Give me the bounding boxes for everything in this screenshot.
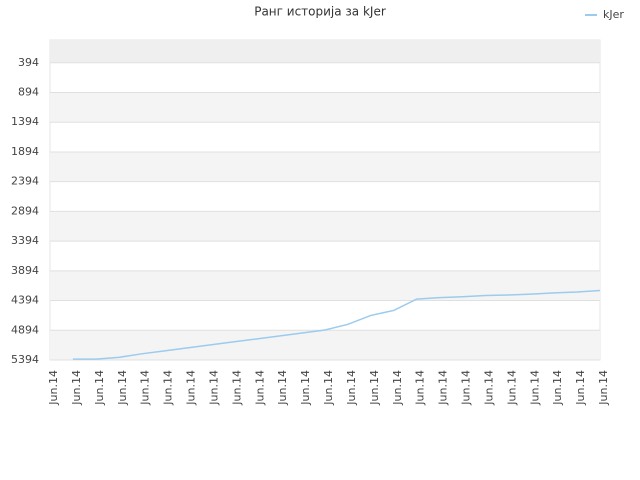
- x-tick-label: Jun.14: [162, 370, 175, 406]
- x-tick-label: Jun.14: [185, 370, 198, 406]
- x-tick-label: Jun.14: [437, 370, 450, 406]
- x-tick-label: Jun.14: [460, 370, 473, 406]
- x-tick-label: Jun.14: [139, 370, 152, 406]
- y-tick-label: 394: [18, 56, 39, 69]
- plot-background: [49, 39, 601, 361]
- x-tick-label: Jun.14: [482, 370, 495, 406]
- x-tick-label: Jun.14: [597, 370, 610, 406]
- x-tick-label: Jun.14: [551, 370, 564, 406]
- x-tick-label: Jun.14: [207, 370, 220, 406]
- x-tick-label: Jun.14: [230, 370, 243, 406]
- chart-title: Ранг историја за kJer: [254, 5, 386, 19]
- x-tick-label: Jun.14: [299, 370, 312, 406]
- grid-band: [50, 92, 600, 123]
- x-tick-label: Jun.14: [574, 370, 587, 406]
- y-tick-label: 894: [18, 85, 39, 98]
- y-tick-label: 4894: [11, 323, 39, 336]
- y-tick-label: 5394: [11, 353, 39, 366]
- grid-band: [50, 330, 600, 360]
- x-tick-label: Jun.14: [414, 370, 427, 406]
- x-tick-label: Jun.14: [93, 370, 106, 406]
- x-tick-label: Jun.14: [253, 370, 266, 406]
- grid-band: [50, 270, 600, 301]
- x-tick-label: Jun.14: [368, 370, 381, 406]
- x-tick-label: Jun.14: [528, 370, 541, 406]
- y-tick-label: 3394: [11, 234, 39, 247]
- x-tick-label: Jun.14: [345, 370, 358, 406]
- x-tick-label: Jun.14: [322, 370, 335, 406]
- y-tick-label: 1394: [11, 115, 39, 128]
- x-tick-label: Jun.14: [47, 370, 60, 406]
- x-tick-label: Jun.14: [391, 370, 404, 406]
- y-tick-label: 2394: [11, 175, 39, 188]
- line-series: [72, 289, 601, 360]
- x-tick-label: Jun.14: [116, 370, 129, 406]
- legend-label: kJer: [603, 8, 624, 21]
- grid-band: [50, 151, 600, 182]
- x-tick-label: Jun.14: [505, 370, 518, 406]
- y-tick-label: 1894: [11, 145, 39, 158]
- grid-band: [50, 40, 600, 63]
- x-tick-label: Jun.14: [70, 370, 83, 406]
- grid-band: [50, 211, 600, 242]
- y-tick-label: 4394: [11, 294, 39, 307]
- y-tick-label: 3894: [11, 264, 39, 277]
- y-tick-label: 2894: [11, 204, 39, 217]
- x-tick-label: Jun.14: [276, 370, 289, 406]
